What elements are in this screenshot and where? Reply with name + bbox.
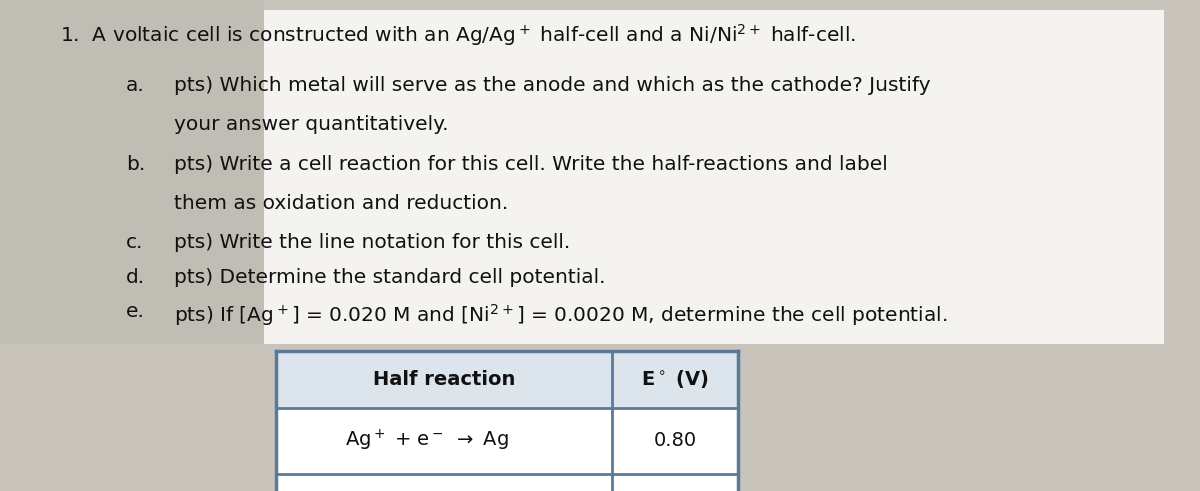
Text: pts) Which metal will serve as the anode and which as the cathode? Justify: pts) Which metal will serve as the anode… bbox=[174, 76, 930, 95]
Text: 1.  A voltaic cell is constructed with an Ag/Ag$^+$ half-cell and a Ni/Ni$^{2+}$: 1. A voltaic cell is constructed with an… bbox=[60, 22, 856, 48]
Text: pts) Determine the standard cell potential.: pts) Determine the standard cell potenti… bbox=[174, 268, 606, 287]
Bar bbox=[0, 0, 264, 491]
Text: E$^\circ$ (V): E$^\circ$ (V) bbox=[641, 368, 709, 390]
Text: a.: a. bbox=[126, 76, 145, 95]
Bar bbox=[276, 351, 738, 491]
Bar bbox=[276, 351, 738, 408]
Text: e.: e. bbox=[126, 302, 145, 321]
Text: pts) Write the line notation for this cell.: pts) Write the line notation for this ce… bbox=[174, 233, 570, 252]
Text: 0.80: 0.80 bbox=[654, 431, 696, 450]
Text: d.: d. bbox=[126, 268, 145, 287]
Text: c.: c. bbox=[126, 233, 143, 252]
Text: pts) Write a cell reaction for this cell. Write the half-reactions and label: pts) Write a cell reaction for this cell… bbox=[174, 155, 888, 174]
Text: Ag$^+$ + e$^-$ $\rightarrow$ Ag: Ag$^+$ + e$^-$ $\rightarrow$ Ag bbox=[346, 428, 509, 453]
Text: your answer quantitatively.: your answer quantitatively. bbox=[174, 115, 449, 135]
Bar bbox=[0, 344, 1200, 491]
Text: Half reaction: Half reaction bbox=[373, 370, 515, 389]
Bar bbox=[60, 10, 1164, 354]
Text: b.: b. bbox=[126, 155, 145, 174]
Text: them as oxidation and reduction.: them as oxidation and reduction. bbox=[174, 194, 509, 213]
Text: pts) If [Ag$^+$] = 0.020 M and [Ni$^{2+}$] = 0.0020 M, determine the cell potent: pts) If [Ag$^+$] = 0.020 M and [Ni$^{2+}… bbox=[174, 302, 948, 328]
